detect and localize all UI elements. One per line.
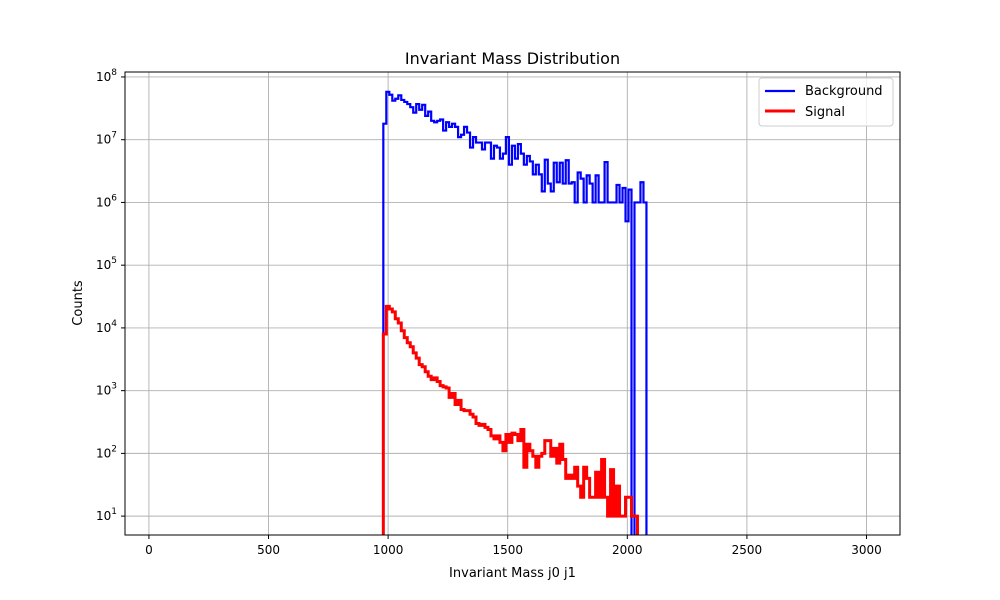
legend-label-background: Background	[805, 84, 883, 99]
series-line-signal	[381, 304, 639, 535]
grid-lines	[125, 72, 900, 535]
x-tick-label: 1500	[492, 543, 523, 557]
x-axis-ticks: 0 500 1000 1500 2000 2500 3000	[145, 535, 882, 557]
legend: Background Signal	[758, 77, 894, 127]
chart-title: Invariant Mass Distribution	[405, 49, 620, 68]
y-tick-label: 105	[96, 256, 117, 272]
series-layer	[381, 90, 648, 535]
x-tick-label: 0	[145, 543, 153, 557]
x-tick-label: 1000	[373, 543, 404, 557]
x-tick-label: 2000	[612, 543, 643, 557]
y-axis-ticks: 101 102 103 104 105 106 107 108	[96, 68, 125, 523]
y-tick-label: 108	[96, 68, 117, 84]
x-tick-label: 3000	[851, 543, 882, 557]
legend-label-signal: Signal	[805, 105, 845, 120]
y-axis-label: Counts	[71, 280, 86, 326]
x-tick-label: 2500	[732, 543, 763, 557]
y-tick-label: 106	[96, 193, 117, 209]
y-tick-label: 103	[96, 382, 117, 398]
plot-area-frame	[124, 71, 901, 536]
series-line-background	[382, 90, 648, 535]
y-tick-label: 107	[96, 131, 117, 147]
x-tick-label: 500	[257, 543, 280, 557]
y-tick-label: 101	[96, 507, 117, 523]
y-tick-label: 104	[96, 319, 117, 335]
x-axis-label: Invariant Mass j0 j1	[449, 566, 576, 581]
y-tick-label: 102	[96, 444, 117, 460]
